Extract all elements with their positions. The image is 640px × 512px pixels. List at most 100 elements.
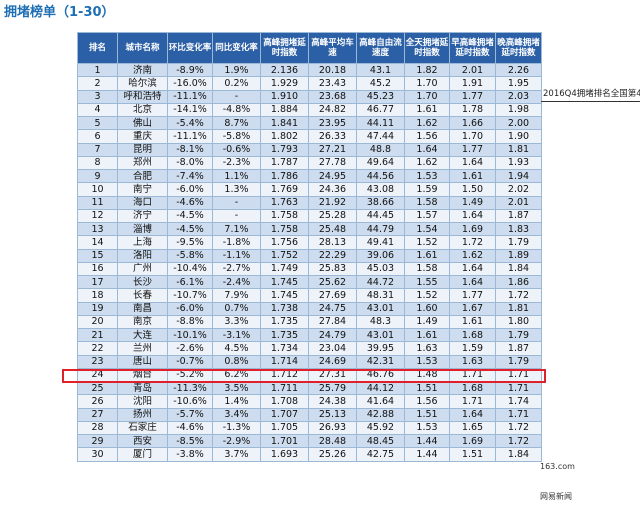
cell-rank: 10 xyxy=(77,182,118,197)
cell-rank: 29 xyxy=(77,433,118,449)
cell-mom: -5.7% xyxy=(167,407,213,422)
table-row: 1 济南 -8.9% 1.9% 2.136 20.18 43.1 1.82 2.01 2.26 xyxy=(77,62,542,78)
cell-freeflow-speed: 43.01 xyxy=(356,327,405,343)
cell-avg-speed: 24.75 xyxy=(308,301,357,316)
cell-avg-speed: 21.92 xyxy=(308,195,357,210)
cell-rank: 13 xyxy=(77,221,118,237)
cell-peak-index: 1.793 xyxy=(260,142,309,157)
cell-evening-index: 2.02 xyxy=(495,182,542,197)
cell-rank: 25 xyxy=(77,380,118,396)
cell-rank: 6 xyxy=(77,129,118,144)
cell-morning-index: 1.69 xyxy=(449,221,496,237)
cell-morning-index: 1.68 xyxy=(449,327,496,343)
cell-mom: -11.1% xyxy=(167,89,213,104)
cell-avg-speed: 25.13 xyxy=(308,407,357,422)
page-title: 拥堵榜单（1-30） xyxy=(4,5,115,20)
cell-evening-index: 1.80 xyxy=(495,314,542,330)
cell-freeflow-speed: 43.1 xyxy=(356,62,405,78)
cell-freeflow-speed: 45.92 xyxy=(356,420,405,436)
cell-mom: -8.5% xyxy=(167,433,213,449)
cell-allday-index: 1.57 xyxy=(404,208,450,224)
header-peak-delay-index: 高峰拥堵延时指数 xyxy=(260,32,309,64)
cell-peak-index: 1.711 xyxy=(260,380,309,396)
cell-morning-index: 1.71 xyxy=(449,394,496,409)
cell-evening-index: 1.83 xyxy=(495,221,542,237)
cell-yoy: 3.4% xyxy=(212,407,261,422)
cell-yoy: -2.4% xyxy=(212,274,261,290)
cell-freeflow-speed: 44.79 xyxy=(356,221,405,237)
cell-peak-index: 1.714 xyxy=(260,354,309,369)
cell-city: 长春 xyxy=(117,288,168,303)
cell-evening-index: 1.84 xyxy=(495,261,542,277)
table-row: 21 大连 -10.1% -3.1% 1.735 24.79 43.01 1.61 1.68 1.… xyxy=(77,327,542,343)
cell-morning-index: 1.68 xyxy=(449,380,496,396)
cell-allday-index: 1.53 xyxy=(404,420,450,436)
table-row: 7 昆明 -8.1% -0.6% 1.793 27.21 48.8 1.64 1.77 1.81 xyxy=(77,142,542,157)
cell-freeflow-speed: 49.64 xyxy=(356,155,405,171)
cell-mom: -5.4% xyxy=(167,115,213,131)
cell-evening-index: 2.01 xyxy=(495,195,542,210)
cell-allday-index: 1.52 xyxy=(404,288,450,303)
cell-evening-index: 1.94 xyxy=(495,168,542,184)
cell-allday-index: 1.44 xyxy=(404,433,450,449)
cell-morning-index: 1.63 xyxy=(449,354,496,369)
cell-mom: -4.5% xyxy=(167,208,213,224)
annotation-underline xyxy=(541,101,640,102)
cell-mom: -10.1% xyxy=(167,327,213,343)
cell-morning-index: 1.67 xyxy=(449,301,496,316)
annotation-label: 2016Q4拥堵排名全国第4 xyxy=(543,89,640,99)
cell-allday-index: 1.56 xyxy=(404,129,450,144)
cell-peak-index: 1.707 xyxy=(260,407,309,422)
table-row: 9 合肥 -7.4% 1.1% 1.786 24.95 44.56 1.53 1.61 1.94 xyxy=(77,168,542,184)
cell-yoy: -1.8% xyxy=(212,235,261,250)
cell-allday-index: 1.61 xyxy=(404,248,450,263)
cell-rank: 30 xyxy=(77,447,118,462)
header-peak-avg-speed: 高峰平均车速 xyxy=(308,32,357,64)
cell-morning-index: 1.62 xyxy=(449,248,496,263)
cell-evening-index: 1.81 xyxy=(495,142,542,157)
cell-rank: 1 xyxy=(77,62,118,78)
cell-freeflow-speed: 43.08 xyxy=(356,182,405,197)
table-row: 8 郑州 -8.0% -2.3% 1.787 27.78 49.64 1.62 1.64 1.93 xyxy=(77,155,542,171)
cell-freeflow-speed: 38.66 xyxy=(356,195,405,210)
cell-rank: 17 xyxy=(77,274,118,290)
cell-mom: -8.9% xyxy=(167,62,213,78)
cell-peak-index: 1.693 xyxy=(260,447,309,462)
cell-allday-index: 1.70 xyxy=(404,89,450,104)
cell-allday-index: 1.63 xyxy=(404,341,450,356)
cell-rank: 26 xyxy=(77,394,118,409)
cell-city: 南昌 xyxy=(117,301,168,316)
cell-rank: 11 xyxy=(77,195,118,210)
cell-yoy: 3.3% xyxy=(212,314,261,330)
header-mom-change: 环比变化率 xyxy=(167,32,213,64)
cell-avg-speed: 23.43 xyxy=(308,76,357,91)
cell-allday-index: 1.61 xyxy=(404,102,450,118)
cell-avg-speed: 23.04 xyxy=(308,341,357,356)
highlight-box-tangshan xyxy=(62,369,546,383)
cell-evening-index: 1.79 xyxy=(495,354,542,369)
cell-allday-index: 1.62 xyxy=(404,155,450,171)
cell-mom: -5.8% xyxy=(167,248,213,263)
table-row: 28 石家庄 -4.6% -1.3% 1.705 26.93 45.92 1.53 1.65 1.… xyxy=(77,420,542,436)
cell-rank: 19 xyxy=(77,301,118,316)
cell-city: 沈阳 xyxy=(117,394,168,409)
cell-avg-speed: 26.93 xyxy=(308,420,357,436)
cell-rank: 28 xyxy=(77,420,118,436)
cell-peak-index: 1.712 xyxy=(260,367,309,383)
cell-freeflow-speed: 44.12 xyxy=(356,380,405,396)
cell-avg-speed: 27.21 xyxy=(308,142,357,157)
watermark: 163.com 网易新闻 xyxy=(540,442,575,512)
cell-mom: -10.6% xyxy=(167,394,213,409)
cell-evening-index: 2.26 xyxy=(495,62,542,78)
cell-morning-index: 1.91 xyxy=(449,76,496,91)
cell-mom: -6.1% xyxy=(167,274,213,290)
cell-mom: -8.0% xyxy=(167,155,213,171)
cell-yoy: - xyxy=(212,208,261,224)
cell-city: 佛山 xyxy=(117,115,168,131)
cell-mom: -2.6% xyxy=(167,341,213,356)
cell-freeflow-speed: 45.03 xyxy=(356,261,405,277)
cell-freeflow-speed: 39.95 xyxy=(356,341,405,356)
cell-peak-index: 1.752 xyxy=(260,248,309,263)
cell-peak-index: 1.705 xyxy=(260,420,309,436)
cell-morning-index: 1.64 xyxy=(449,155,496,171)
